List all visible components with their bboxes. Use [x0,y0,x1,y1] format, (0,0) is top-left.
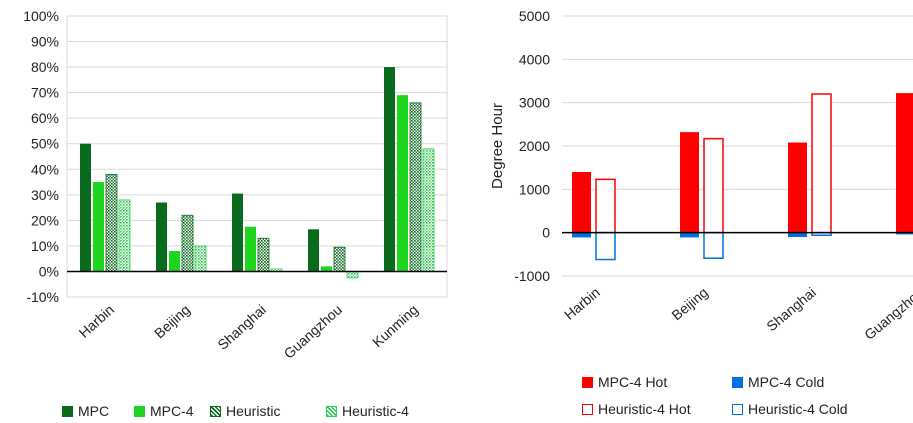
bar-mpc-4-cold-shanghai [788,232,807,237]
bar-mpc-guangzhou [308,229,319,272]
legend-item: Heuristic-4 Cold [732,401,848,417]
y-tick-label: 100% [23,8,59,24]
bar-mpc-4-hot-guangzhou [896,93,913,233]
bar-mpc-beijing [156,202,167,272]
bar-heuristic-4-harbin [118,199,131,272]
bar-heuristic-harbin [105,173,118,272]
y-tick-label: -1000 [514,268,550,284]
bar-mpc-4-kunming [397,95,408,272]
percentage-chart-legend: MPC MPC-4 Heuristic Heuristic-4 [62,403,462,421]
y-tick-label: 50% [31,136,59,152]
legend-label: Heuristic [226,403,281,419]
bar-mpc-4-cold-guangzhou [896,232,913,235]
x-category-label: Guangzhou [280,301,345,361]
bar-heuristic-shanghai [257,237,270,272]
x-category-label: Harbin [76,301,117,340]
degree-hour-bar-chart: -1000 0 1000 2000 3000 4000 5000 Degree Hour Har… [489,8,913,343]
legend-label: Heuristic-4 [342,403,409,419]
legend-item: Heuristic [210,403,280,419]
y-tick-label: 20% [31,212,59,228]
bar-heuristic-4-beijing [194,245,207,272]
bar-heuristic-4-hot-beijing [703,137,724,234]
y-tick-label: 0 [542,225,550,241]
bar-mpc-4-guangzhou [321,266,332,272]
legend-label: MPC [78,403,110,419]
y-tick-label: 90% [31,34,59,50]
bar-mpc-4-cold-harbin [572,232,591,238]
x-category-label: Harbin [561,284,603,323]
legend-swatch [62,405,73,417]
legend-item: Heuristic-4 [326,403,409,419]
y-tick-label: 30% [31,187,59,203]
legend-item: MPC [62,403,109,419]
y-tick-label: 10% [31,238,59,254]
legend-label: Heuristic-4 Hot [598,401,691,417]
legend-label: MPC-4 [150,403,194,419]
bar-heuristic-guangzhou [333,246,346,272]
legend-swatch [732,403,743,415]
bar-heuristic-4-hot-shanghai [811,93,832,234]
legend-item: MPC-4 Cold [732,374,824,390]
bar-mpc-4-hot-beijing [680,132,699,233]
bar-mpc-4-shanghai [245,226,256,272]
legend-swatch [134,405,145,417]
x-category-label: Beijing [151,301,193,341]
y-tick-label: 2000 [519,138,550,154]
x-category-label: Kunming [369,301,421,350]
bar-heuristic-4-cold-harbin [595,231,616,261]
bar-heuristic-kunming [409,102,422,272]
bar-mpc-4-beijing [169,251,180,272]
y-tick-label: 40% [31,161,59,177]
legend-swatch [582,403,593,415]
legend-label: Heuristic-4 Cold [748,401,848,417]
y-tick-label: 5000 [519,8,550,24]
y-axis-label: Degree Hour [489,103,506,189]
bar-mpc-kunming [384,67,395,272]
legend-swatch [210,405,221,417]
bar-heuristic-beijing [181,214,194,272]
y-tick-label: 3000 [519,95,550,111]
bar-mpc-harbin [80,143,91,272]
legend-label: MPC-4 Hot [598,374,668,390]
legend-label: MPC-4 Cold [748,374,825,390]
degree-hour-chart-legend: MPC-4 Hot MPC-4 Cold Heuristic-4 Hot Heuris… [582,374,913,422]
legend-item: MPC-4 Hot [582,374,667,390]
bar-mpc-4-hot-shanghai [788,142,807,233]
y-tick-label: 70% [31,85,59,101]
bar-heuristic-4-cold-beijing [703,231,724,259]
y-tick-label: 80% [31,59,59,75]
y-tick-label: 4000 [519,51,550,67]
y-tick-label: 1000 [519,181,550,197]
x-category-label: Beijing [668,284,710,323]
y-tick-label: 0% [39,263,59,279]
percentage-bar-chart: -10% 0% 10% 20% 30% 40% 50% 60% 70% 80% 90% 100% Har… [23,8,448,362]
bar-mpc-4-harbin [93,182,104,272]
bar-mpc-4-hot-harbin [572,172,591,233]
bar-heuristic-4-guangzhou [346,271,359,279]
y-tick-label: 60% [31,110,59,126]
y-tick-label: -10% [26,289,59,305]
legend-item: Heuristic-4 Hot [582,401,691,417]
legend-swatch [326,405,337,417]
x-category-label: Shanghai [763,284,819,334]
bar-heuristic-4-kunming [422,148,435,272]
legend-item: MPC-4 [134,403,194,419]
bar-heuristic-4-hot-harbin [595,178,616,234]
legend-swatch [582,376,593,388]
bar-mpc-4-cold-beijing [680,232,699,238]
legend-swatch [732,376,743,388]
x-category-label: Shanghai [214,301,269,352]
bar-mpc-shanghai [232,193,243,272]
x-category-label: Guangzhou [861,284,913,343]
